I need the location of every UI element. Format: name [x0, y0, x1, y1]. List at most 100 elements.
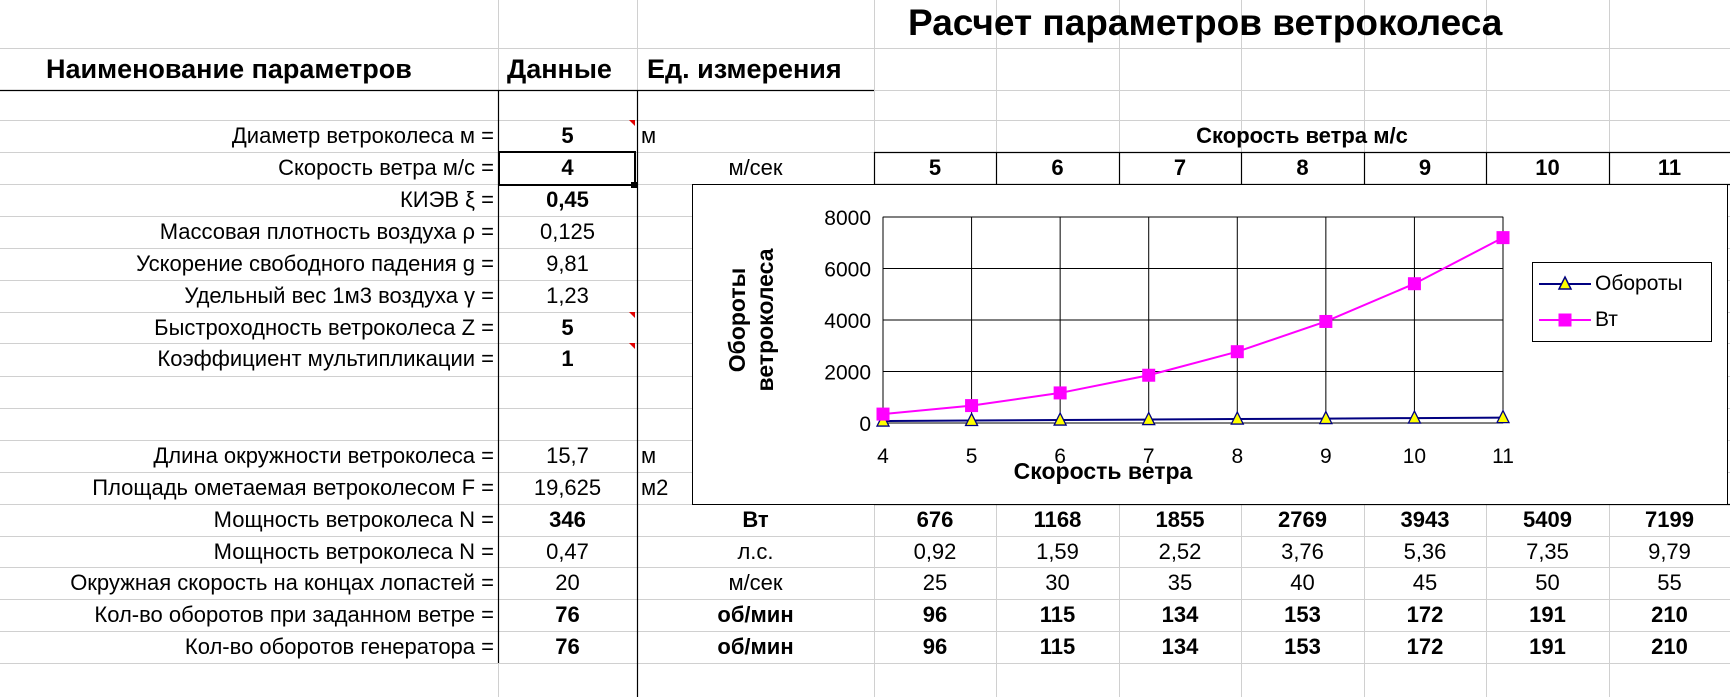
data-point-0 [1230, 410, 1245, 425]
param-unit[interactable]: м/сек [728, 155, 783, 180]
speed-cell[interactable]: 55 [1657, 570, 1682, 595]
data-point-1 [1053, 386, 1067, 400]
speed-cell[interactable]: 134 [1161, 602, 1199, 627]
speed-cell[interactable]: 210 [1651, 634, 1688, 659]
chart-legend[interactable]: Обороты Вт [1532, 262, 1712, 342]
comment-indicator[interactable] [629, 120, 635, 126]
header-name: Наименование параметров [46, 54, 412, 84]
speed-cell[interactable]: 134 [1161, 634, 1199, 659]
param-label[interactable]: Ускорение свободного падения g = [136, 251, 494, 276]
speed-cell[interactable]: 676 [916, 507, 954, 532]
calc-unit[interactable]: об/мин [717, 634, 794, 659]
speed-cell[interactable]: 3943 [1400, 507, 1450, 532]
speed-header-cell[interactable]: 8 [1296, 155, 1309, 180]
speed-header-cell[interactable]: 7 [1173, 155, 1187, 180]
speed-cell[interactable]: 35 [1167, 570, 1193, 595]
speed-header-cell[interactable]: 9 [1418, 155, 1432, 180]
calc-label[interactable]: Мощность ветроколеса N = [213, 539, 494, 564]
param-label[interactable]: Диаметр ветроколеса м = [231, 123, 494, 148]
param-value[interactable]: 1 [561, 346, 574, 371]
calc-value[interactable]: 76 [555, 602, 580, 627]
speed-header-cell[interactable]: 10 [1535, 155, 1560, 180]
speed-cell[interactable]: 30 [1045, 570, 1070, 595]
speed-cell[interactable]: 40 [1290, 570, 1315, 595]
param-value[interactable]: 5 [561, 315, 574, 340]
x-tick-label: 5 [966, 445, 978, 468]
calc-value[interactable]: 346 [549, 507, 586, 532]
speed-cell[interactable]: 5,36 [1403, 539, 1447, 564]
speed-cell[interactable]: 172 [1406, 602, 1444, 627]
calc-value[interactable]: 15,7 [546, 443, 589, 468]
calc-label[interactable]: Кол-во оборотов при заданном ветре = [94, 602, 494, 627]
speed-cell[interactable]: 9,79 [1648, 539, 1691, 564]
calc-label[interactable]: Кол-во оборотов генератора = [184, 634, 494, 659]
param-label[interactable]: КИЭВ ξ = [399, 187, 494, 212]
calc-unit[interactable]: Вт [742, 507, 769, 532]
legend-marker-square-icon [1539, 313, 1591, 327]
speed-cell[interactable]: 191 [1529, 602, 1566, 627]
speed-cell[interactable]: 1855 [1155, 507, 1205, 532]
speed-cell[interactable]: 172 [1406, 634, 1444, 659]
fill-handle[interactable] [631, 182, 637, 188]
param-value[interactable]: 1,23 [546, 283, 589, 308]
speed-cell[interactable]: 50 [1535, 570, 1560, 595]
data-point-1 [1319, 314, 1333, 328]
calc-unit[interactable]: л.с. [737, 539, 774, 564]
calc-label[interactable]: Длина окружности ветроколеса = [153, 443, 494, 468]
comment-indicator[interactable] [629, 343, 635, 349]
speed-cell[interactable]: 2769 [1278, 507, 1327, 532]
y-axis-title-line2: ветроколеса [752, 248, 778, 391]
calc-label[interactable]: Мощность ветроколеса N = [213, 507, 494, 532]
calc-label[interactable]: Окружная скорость на концах лопастей = [70, 570, 494, 595]
speed-cell[interactable]: 3,76 [1281, 539, 1324, 564]
x-axis-title: Скорость ветра [1014, 458, 1193, 484]
speed-cell[interactable]: 1168 [1033, 507, 1082, 532]
calc-unit[interactable]: м [641, 443, 657, 468]
speed-cell[interactable]: 7,35 [1526, 539, 1569, 564]
speed-cell[interactable]: 5409 [1523, 507, 1572, 532]
speed-cell[interactable]: 115 [1039, 602, 1076, 627]
data-point-0 [1495, 409, 1511, 424]
calc-value[interactable]: 0,47 [546, 539, 589, 564]
speed-cell[interactable]: 153 [1284, 602, 1321, 627]
speed-cell[interactable]: 115 [1039, 634, 1076, 659]
speed-cell[interactable]: 45 [1412, 570, 1438, 595]
speed-cell[interactable]: 7199 [1645, 507, 1694, 532]
active-cell-selection[interactable] [498, 151, 636, 186]
param-value[interactable]: 5 [561, 123, 574, 148]
speed-header-cell[interactable]: 6 [1051, 155, 1064, 180]
speed-cell[interactable]: 96 [922, 602, 948, 627]
param-label[interactable]: Быстроходность ветроколеса Z = [154, 315, 494, 340]
param-value[interactable]: 0,45 [546, 187, 589, 212]
speed-cell[interactable]: 210 [1651, 602, 1688, 627]
param-value[interactable]: 9,81 [546, 251, 589, 276]
calc-value[interactable]: 20 [555, 570, 580, 595]
param-label[interactable]: Скорость ветра м/с = [278, 155, 494, 180]
speed-cell[interactable]: 191 [1529, 634, 1566, 659]
param-value[interactable]: 4 [561, 155, 574, 180]
calc-label[interactable]: Площадь ометаемая ветроколесом F = [92, 475, 494, 500]
speed-cell[interactable]: 96 [922, 634, 948, 659]
param-label[interactable]: Массовая плотность воздуха ρ = [159, 219, 494, 244]
calc-value[interactable]: 19,625 [533, 475, 602, 500]
sheet-title: Расчет параметров ветроколеса [908, 2, 1503, 43]
speed-cell[interactable]: 0,92 [913, 539, 957, 564]
speed-cell[interactable]: 2,52 [1158, 539, 1202, 564]
speed-header-cell[interactable]: 11 [1657, 155, 1682, 180]
x-tick-label: 9 [1320, 445, 1332, 468]
speed-cell[interactable]: 25 [922, 570, 948, 595]
param-label[interactable]: Коэффициент мультипликации = [157, 346, 494, 371]
speed-cell[interactable]: 1,59 [1036, 539, 1079, 564]
param-label[interactable]: Удельный вес 1м3 воздуха γ = [184, 283, 494, 308]
speed-header-cell[interactable]: 5 [928, 155, 942, 180]
calc-value[interactable]: 76 [555, 634, 580, 659]
speed-cell[interactable]: 153 [1284, 634, 1321, 659]
param-value[interactable]: 0,125 [539, 219, 596, 244]
calc-unit[interactable]: м2 [641, 475, 669, 500]
comment-indicator[interactable] [629, 312, 635, 318]
calc-unit[interactable]: об/мин [717, 602, 794, 627]
y-axis-title-line1: Обороты [724, 268, 750, 373]
chart-area[interactable]: 0 2000 4000 6000 8000 4 5 6 7 8 9 10 11 Скорость ветр… [692, 184, 1728, 505]
calc-unit[interactable]: м/сек [728, 570, 783, 595]
param-unit[interactable]: м [641, 123, 657, 148]
